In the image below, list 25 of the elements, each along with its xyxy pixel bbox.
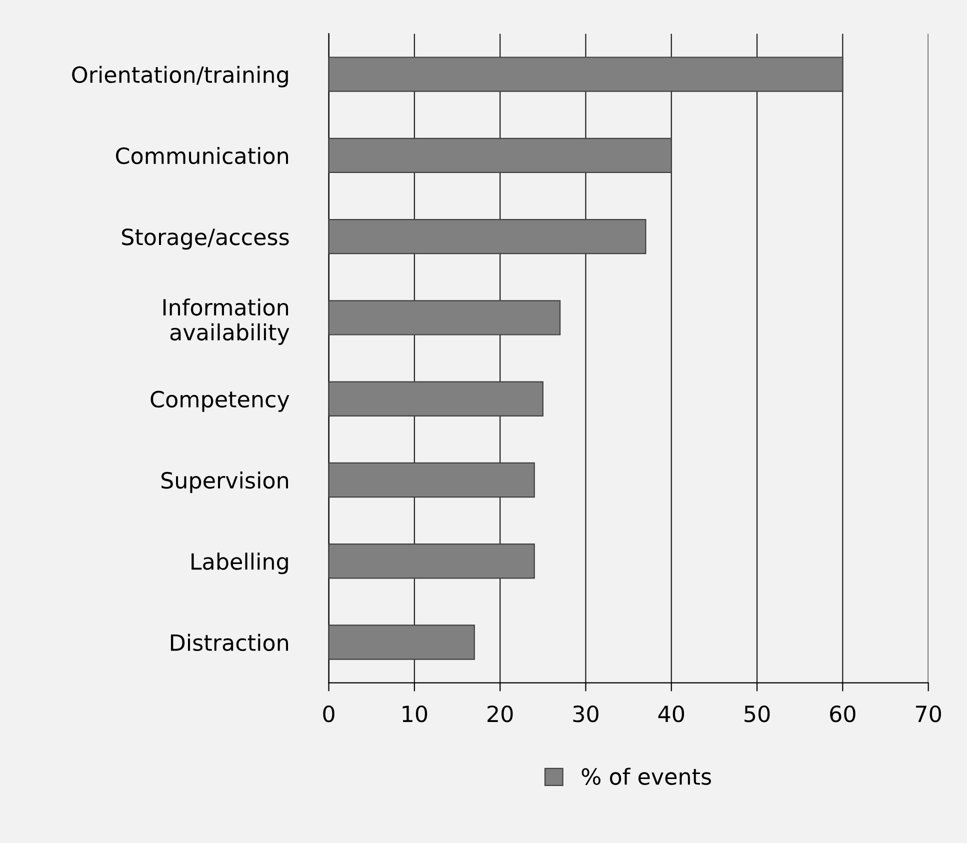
y-tick-label: Competency: [150, 390, 290, 412]
bar: [328, 381, 544, 416]
y-tick-label: Orientation/training: [72, 66, 288, 88]
x-tick-label: 50: [744, 705, 770, 722]
bar: [328, 218, 646, 254]
bar: [328, 56, 844, 92]
y-tick-label: Storage/access: [122, 228, 289, 250]
bar: [328, 138, 672, 174]
x-tick-label: 40: [658, 705, 684, 722]
x-tick-label: 20: [488, 705, 513, 722]
bar: [328, 624, 475, 660]
x-tick-label: 0: [323, 705, 334, 722]
bar: [328, 544, 535, 579]
bar: [328, 300, 561, 336]
y-tick-label: Communication: [116, 146, 288, 164]
y-tick-label: Information availability: [163, 298, 290, 345]
x-tick-label: 60: [830, 705, 856, 722]
x-tick-label: 10: [402, 705, 428, 722]
bar: [328, 462, 535, 498]
y-tick-label: Labelling: [192, 552, 288, 574]
x-tick-label: 30: [573, 705, 598, 722]
y-tick-label: Distraction: [170, 634, 288, 652]
y-tick-label: Supervision: [161, 472, 288, 494]
legend-label: % of events: [582, 768, 712, 785]
x-tick-label: 70: [916, 705, 941, 722]
